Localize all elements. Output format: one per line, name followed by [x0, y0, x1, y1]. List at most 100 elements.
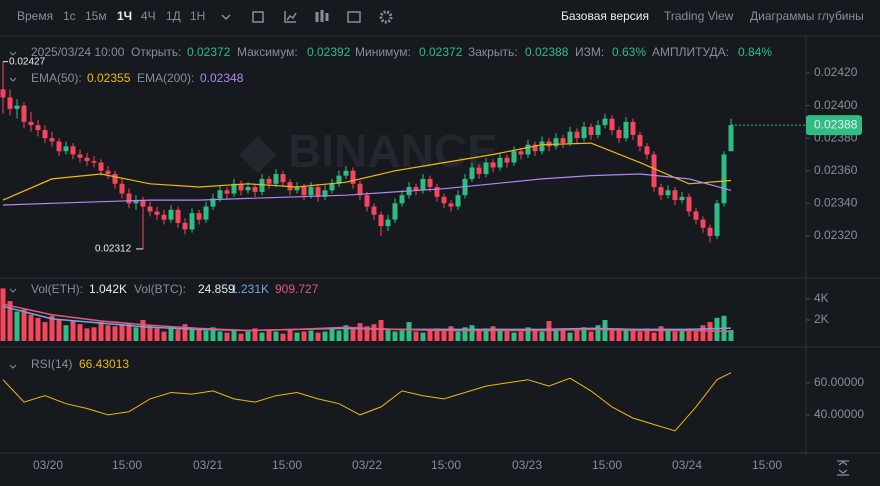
info-time: 2025/03/24 10:00: [31, 45, 125, 59]
volume-bar: [672, 331, 678, 341]
volume-bar: [728, 330, 734, 341]
candle-body: [476, 167, 482, 175]
candle-body: [399, 195, 405, 204]
candle-body: [553, 138, 559, 147]
candle-body: [588, 126, 594, 135]
volume-bar: [77, 324, 83, 341]
volume-bar: [350, 327, 356, 341]
candle-body: [637, 134, 643, 147]
volume-bar: [105, 325, 111, 341]
settings-icon[interactable]: [379, 10, 393, 24]
template-icon[interactable]: [347, 11, 361, 23]
interval-button[interactable]: 1Ч: [117, 9, 132, 23]
candle-body: [602, 118, 608, 126]
candle-body: [112, 174, 118, 184]
candle-body: [364, 195, 370, 207]
candle-body: [294, 187, 300, 191]
candle-body: [707, 227, 713, 236]
candle-body: [455, 195, 461, 207]
candle-body: [504, 157, 510, 163]
volume-bar: [630, 330, 636, 341]
candle-body: [259, 178, 265, 192]
interval-button[interactable]: 4Ч: [141, 9, 156, 23]
volume-bar: [637, 331, 643, 341]
candle-body: [672, 190, 678, 201]
candle-body: [651, 154, 657, 188]
candle-body: [245, 187, 251, 191]
collapse-icon: [9, 51, 17, 56]
volume-bar: [210, 327, 216, 341]
volume-bar: [378, 319, 384, 341]
volume-bar: [483, 328, 489, 341]
candle-body: [301, 187, 307, 196]
candle-body: [336, 175, 342, 184]
candle-body: [665, 190, 671, 196]
candle-body: [231, 183, 237, 194]
volume-bar: [161, 331, 167, 341]
candle-body: [147, 206, 153, 212]
candle-body: [133, 200, 139, 204]
volume-bar: [294, 332, 300, 341]
interval-button[interactable]: 1Н: [190, 9, 205, 23]
volume-bar: [357, 323, 363, 341]
candle-body: [14, 105, 20, 109]
info-amp: 0.84%: [738, 45, 772, 59]
time-label: 15:00: [592, 458, 622, 472]
volume-bar: [280, 333, 286, 341]
dropdown-icon[interactable]: [221, 14, 231, 21]
view-tab[interactable]: Диаграммы глубины: [750, 9, 864, 23]
time-label: 03/20: [33, 458, 63, 472]
candle-body: [728, 125, 734, 152]
volume-bar: [700, 325, 706, 341]
min-label: 0.02312: [95, 244, 132, 255]
rsi-label: RSI(14): [31, 357, 72, 371]
volume-bar: [7, 301, 13, 341]
candle-body: [329, 183, 335, 191]
volume-bar: [581, 327, 587, 341]
candle-body: [448, 203, 454, 207]
volume-bar: [91, 327, 97, 341]
candle-body: [392, 203, 398, 220]
candle-body: [630, 121, 636, 135]
interval-button[interactable]: Время: [17, 9, 53, 23]
price-tick-label: 0.02340: [814, 196, 858, 210]
volume-bar: [329, 328, 335, 341]
scale-icon[interactable]: [837, 460, 849, 476]
volume-bar: [112, 326, 118, 341]
candle-body: [91, 160, 97, 163]
candle-body: [98, 162, 104, 171]
volume-bar: [49, 315, 55, 341]
volume-bar: [301, 331, 307, 341]
candle-body: [469, 167, 475, 179]
indicator-icon[interactable]: [252, 11, 264, 23]
interval-button[interactable]: 15м: [85, 9, 107, 23]
volume-bar: [658, 326, 664, 341]
rsi-tick-label: 40.00000: [814, 407, 864, 421]
candle-body: [28, 121, 34, 126]
volume-bar: [532, 330, 538, 341]
candle-body: [140, 200, 146, 207]
view-tab[interactable]: Trading View: [664, 9, 734, 23]
candle-body: [56, 141, 62, 152]
candle-icon[interactable]: [315, 10, 329, 22]
volume-bar: [679, 329, 685, 341]
volume-bar: [420, 332, 426, 341]
candle-body: [217, 190, 223, 199]
interval-button[interactable]: 1Д: [166, 9, 181, 23]
interval-button[interactable]: 1с: [63, 9, 76, 23]
price-tick-label: 0.02320: [814, 228, 858, 242]
last-price-tag: [806, 115, 862, 136]
volume-bar: [434, 328, 440, 341]
volume-bar: [98, 322, 104, 341]
volume-bar: [63, 325, 69, 341]
candle-body: [420, 178, 426, 191]
volume-bar: [70, 321, 76, 341]
candle-body: [0, 89, 6, 98]
candle-body: [203, 206, 209, 220]
collapse-icon: [9, 77, 17, 82]
volume-bar: [518, 331, 524, 341]
chart-icon[interactable]: [284, 11, 297, 23]
view-tab[interactable]: Базовая версия: [561, 9, 649, 23]
candle-body: [84, 157, 90, 161]
